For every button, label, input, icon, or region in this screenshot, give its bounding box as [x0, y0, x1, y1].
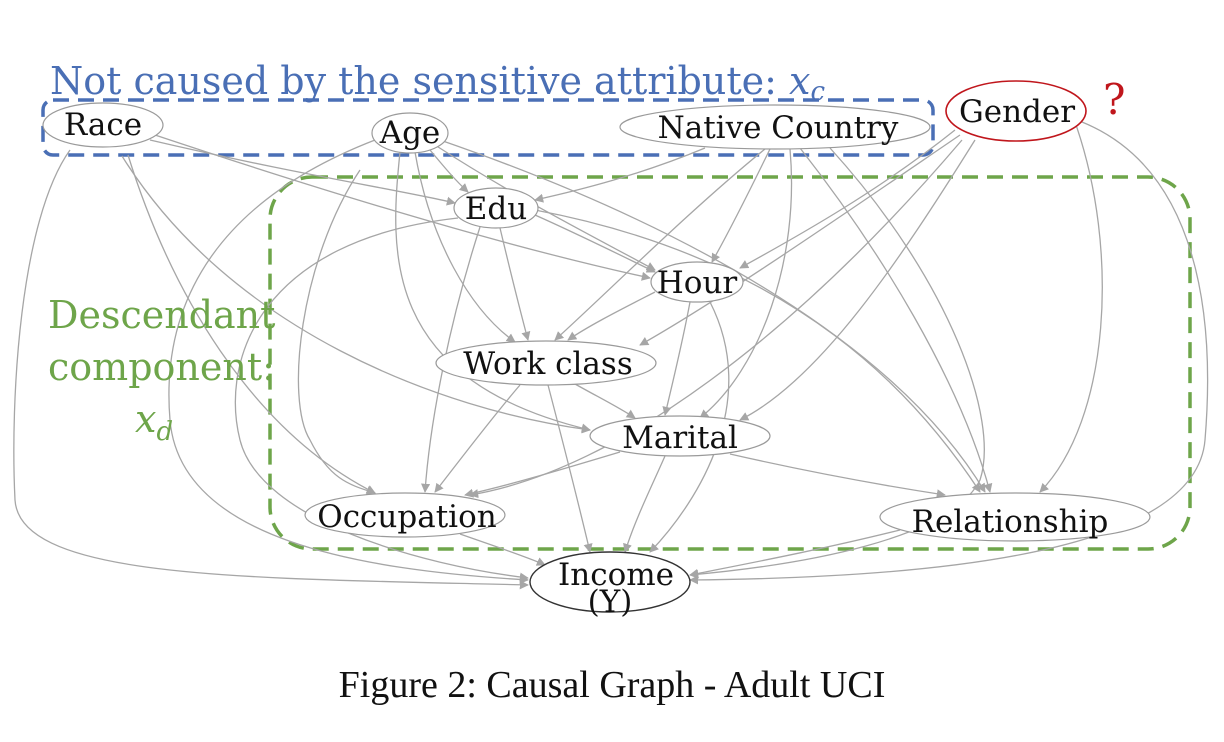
- edge-gender-relationship: [1039, 121, 1103, 493]
- edge-race-occupation: [127, 154, 376, 494]
- green-group-var-sub: d: [156, 417, 173, 447]
- node-age: Age: [371, 112, 449, 154]
- sensitive-question-mark: ?: [1103, 75, 1126, 124]
- node-occupation-shape: [304, 492, 506, 538]
- edge-relationship-income: [689, 529, 901, 578]
- node-income-sublabel: (Y): [588, 584, 633, 620]
- edge-nc-hour: [711, 148, 771, 263]
- edge-gender-workclass: [639, 134, 961, 346]
- green-group-var: xd: [135, 397, 173, 447]
- node-occupation: Occupation: [304, 492, 506, 538]
- edge-occupation-income: [459, 533, 546, 566]
- edge-gender-marital: [739, 139, 976, 421]
- blue-group-label: Not caused by the sensitive attribute: x…: [50, 59, 825, 107]
- node-native-country-shape: [619, 104, 931, 150]
- node-income-label: Income: [558, 557, 674, 593]
- edge-age-relationship: [439, 139, 986, 493]
- node-work-class-label: Work class: [463, 346, 632, 382]
- node-gender-shape: [945, 80, 1087, 142]
- node-income: Income (Y): [529, 551, 691, 620]
- node-native-country-label: Native Country: [658, 110, 899, 146]
- green-group-box: [268, 175, 1192, 551]
- node-marital-label: Marital: [622, 420, 738, 456]
- node-hour: Hour: [650, 261, 744, 303]
- blue-group-text: Not caused by the sensitive attribute:: [50, 59, 789, 103]
- node-native-country: Native Country: [619, 104, 931, 150]
- edge-race-edu: [149, 139, 456, 206]
- node-occupation-label: Occupation: [317, 499, 496, 535]
- node-income-shape: [529, 551, 691, 613]
- edge-hour-marital: [662, 301, 691, 416]
- node-edu-shape: [453, 187, 539, 229]
- figure-caption: Figure 2: Causal Graph - Adult UCI: [339, 664, 886, 706]
- edge-race-marital: [121, 155, 591, 434]
- edge-age-income: [168, 139, 529, 585]
- edge-race-hour: [154, 134, 651, 281]
- edge-age-hour: [434, 144, 656, 271]
- edge-gender-hour: [739, 129, 956, 269]
- node-relationship: Relationship: [879, 492, 1151, 542]
- edge-race-income: [13, 149, 529, 590]
- edge-workclass-income: [547, 384, 593, 553]
- edge-edu-income: [234, 217, 529, 582]
- node-race-shape: [42, 102, 164, 148]
- node-race: Race: [42, 102, 164, 148]
- blue-group-var: x: [789, 59, 810, 103]
- edge-layer: [13, 121, 1209, 590]
- edge-workclass-occupation: [434, 384, 521, 493]
- green-group-var-main: x: [135, 397, 156, 441]
- node-age-label: Age: [379, 115, 441, 151]
- green-group-label-line2: component:: [48, 345, 275, 389]
- node-relationship-shape: [879, 492, 1151, 542]
- green-group-label-line1: Descendant: [48, 293, 275, 337]
- node-edu: Edu: [453, 187, 539, 229]
- edge-marital-relationship: [729, 453, 946, 499]
- node-marital-shape: [589, 415, 771, 457]
- edge-age-occupation: [297, 169, 376, 495]
- edge-nc-income: [689, 147, 985, 579]
- edge-edu-relationship: [534, 209, 981, 493]
- edge-gender-income: [689, 121, 1209, 585]
- node-hour-label: Hour: [657, 265, 738, 301]
- node-work-class: Work class: [435, 340, 657, 386]
- edge-nc-workclass: [554, 148, 766, 341]
- node-marital: Marital: [589, 415, 771, 457]
- edge-marital-income: [623, 455, 666, 553]
- edge-nc-edu: [534, 147, 706, 203]
- edge-age-edu: [429, 149, 469, 193]
- node-work-class-shape: [435, 340, 657, 386]
- edge-edu-workclass: [499, 227, 531, 341]
- node-age-shape: [371, 112, 449, 154]
- node-relationship-label: Relationship: [912, 504, 1109, 540]
- edge-age-workclass: [414, 151, 516, 343]
- node-hour-shape: [650, 261, 744, 303]
- node-edu-label: Edu: [465, 191, 527, 227]
- edge-hour-workclass: [567, 291, 656, 341]
- edge-marital-occupation: [464, 451, 621, 498]
- edge-workclass-marital: [574, 383, 636, 419]
- edge-age-marital: [395, 151, 591, 433]
- node-race-label: Race: [64, 107, 142, 143]
- node-gender-label: Gender: [959, 94, 1075, 130]
- edge-nc-relationship: [799, 147, 993, 493]
- edge-gender-occupation: [469, 139, 963, 499]
- node-gender: Gender: [945, 80, 1087, 142]
- blue-group-sub: c: [810, 77, 825, 107]
- edge-nc-marital: [699, 148, 793, 419]
- edge-edu-hour: [534, 214, 656, 273]
